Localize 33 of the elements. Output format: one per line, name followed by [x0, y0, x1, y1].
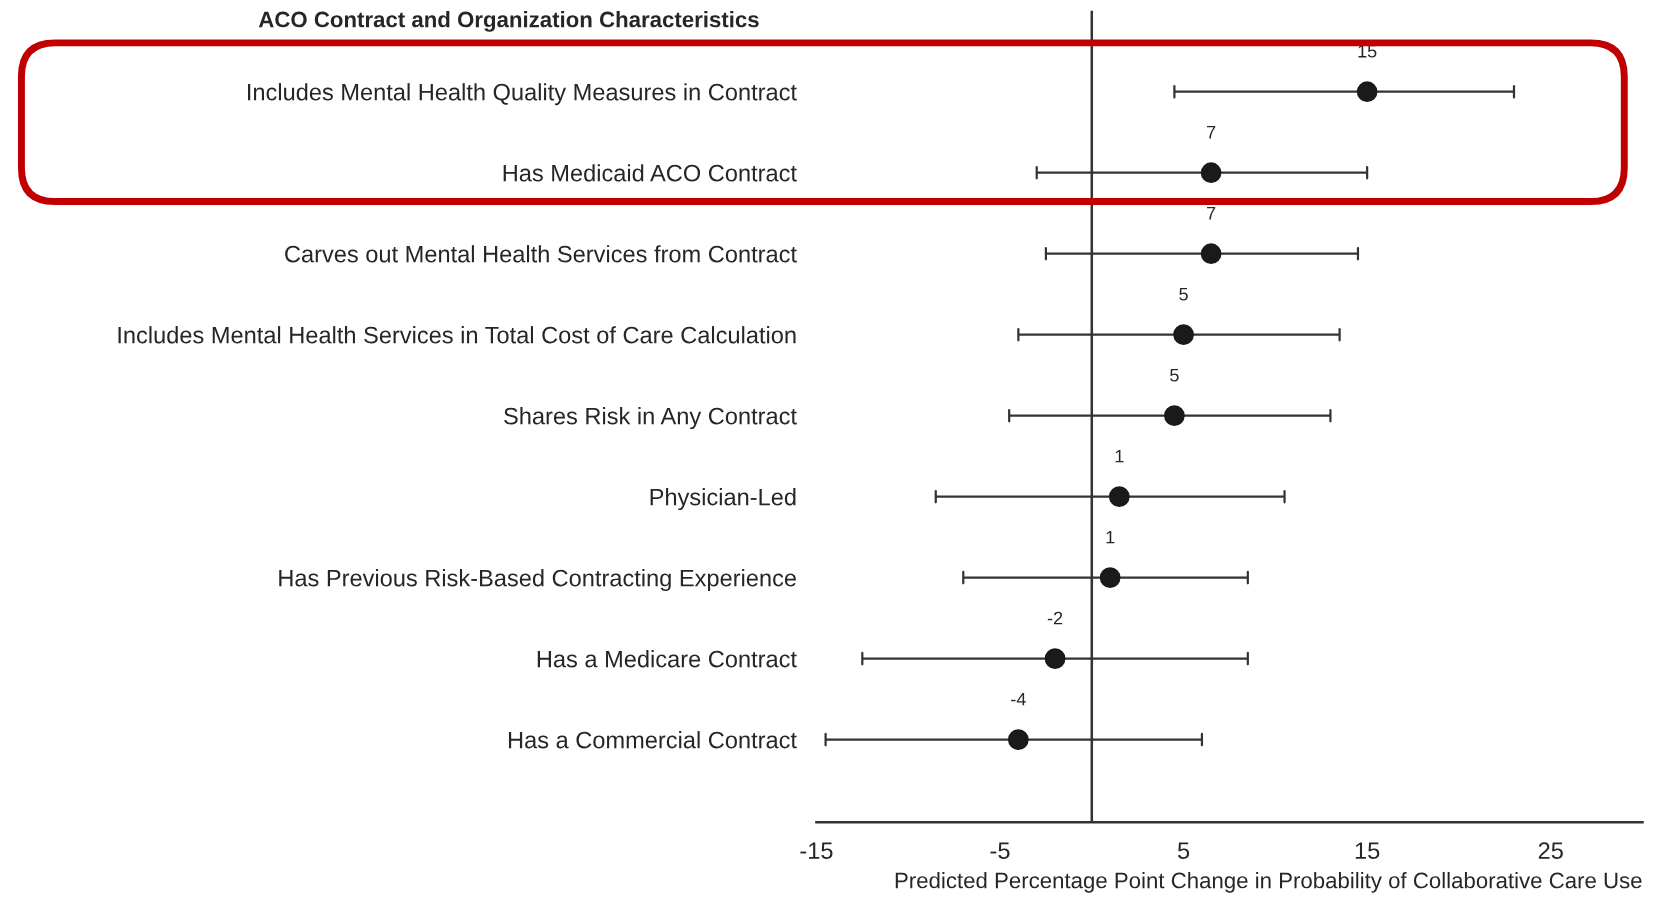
data-label: 5	[1179, 287, 1188, 301]
point	[1200, 243, 1222, 265]
x-tick-label: -5	[990, 842, 1010, 860]
y-tick-label: Carves out Mental Health Services from Contract	[285, 245, 797, 263]
point	[1164, 405, 1185, 427]
point	[1099, 567, 1121, 588]
y-tick-label: Has a Medicare Contract	[537, 650, 797, 668]
point	[1108, 486, 1130, 507]
x-tick-label: -15	[800, 842, 833, 860]
x-axis-title: Predicted Percentage Point Change in Probability of Collaborative Care Use	[895, 872, 1642, 893]
data-label: 1	[1115, 449, 1124, 463]
point	[1356, 81, 1378, 103]
data-label: 7	[1207, 125, 1216, 139]
point	[1008, 729, 1029, 750]
data-label: -4	[1011, 692, 1026, 706]
y-tick-label: Includes Mental Health Services in Total Cost of Care Calculation	[118, 326, 796, 344]
data-label: 7	[1207, 206, 1216, 220]
x-tick-label: 15	[1355, 842, 1380, 860]
y-tick-label: Has a Commercial Contract	[508, 731, 797, 749]
x-tick-label: 5	[1177, 842, 1190, 860]
text: ACO Contract and Organization Characteristics	[258, 11, 759, 32]
y-tick-label: Has Previous Risk-Based Contracting Experience	[279, 569, 796, 592]
y-tick-label: Has Medicaid ACO Contract	[503, 164, 797, 182]
y-tick-label: Includes Mental Health Quality Measures in Contract	[248, 83, 797, 106]
point	[1044, 648, 1066, 669]
data-label: -2	[1047, 611, 1063, 625]
point	[1173, 324, 1194, 346]
x-tick-label: 25	[1538, 842, 1563, 860]
data-label: 5	[1170, 368, 1179, 382]
y-tick-label: Shares Risk in Any Contract	[504, 407, 797, 430]
point	[1200, 162, 1222, 184]
y-tick-label: Physician-Led	[650, 488, 796, 511]
data-label: 1	[1106, 530, 1115, 544]
